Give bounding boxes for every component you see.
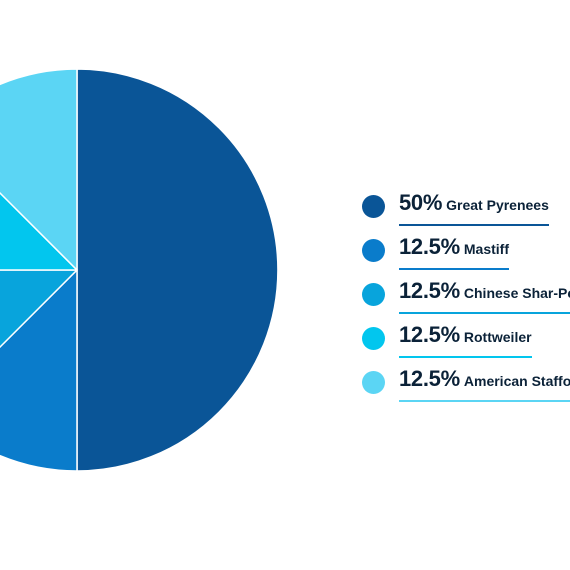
pie-slice-great-pyrenees [76,68,279,472]
pie-slice-chinese-shar-pei [0,269,78,349]
legend-swatch [362,239,385,262]
legend-underline [399,224,549,226]
legend-swatch [362,327,385,350]
legend-label: Mastiff [463,241,510,257]
legend-underline [399,400,570,402]
legend-item-chinese-shar-pei: 12.5% Chinese Shar-Pei [362,278,570,322]
legend-underline [399,268,509,270]
legend-percent: 12.5% [399,234,460,259]
legend-label: American Staffordshire Terrier [463,373,570,389]
legend-swatch [362,371,385,394]
legend: 50% Great Pyrenees 12.5% Mastiff 12.5% Chin… [362,190,570,410]
legend-percent: 12.5% [399,278,460,303]
legend-label: Rottweiler [463,329,532,345]
legend-swatch [362,283,385,306]
pie-slice-mastiff [0,269,78,472]
legend-item-rottweiler: 12.5% Rottweiler [362,322,570,366]
legend-swatch [362,195,385,218]
legend-percent: 12.5% [399,366,460,391]
legend-underline [399,356,532,358]
legend-percent: 50% [399,190,443,215]
legend-item-mastiff: 12.5% Mastiff [362,234,570,278]
legend-item-american-staffordshire-terrier: 12.5%American Staffordshire Terrier [362,366,570,410]
legend-underline [399,312,570,314]
pie-slice-american-staffordshire-terrier [0,68,78,271]
legend-item-great-pyrenees: 50% Great Pyrenees [362,190,570,234]
legend-percent: 12.5% [399,322,460,347]
legend-label: Great Pyrenees [446,197,549,213]
legend-label: Chinese Shar-Pei [463,285,570,301]
